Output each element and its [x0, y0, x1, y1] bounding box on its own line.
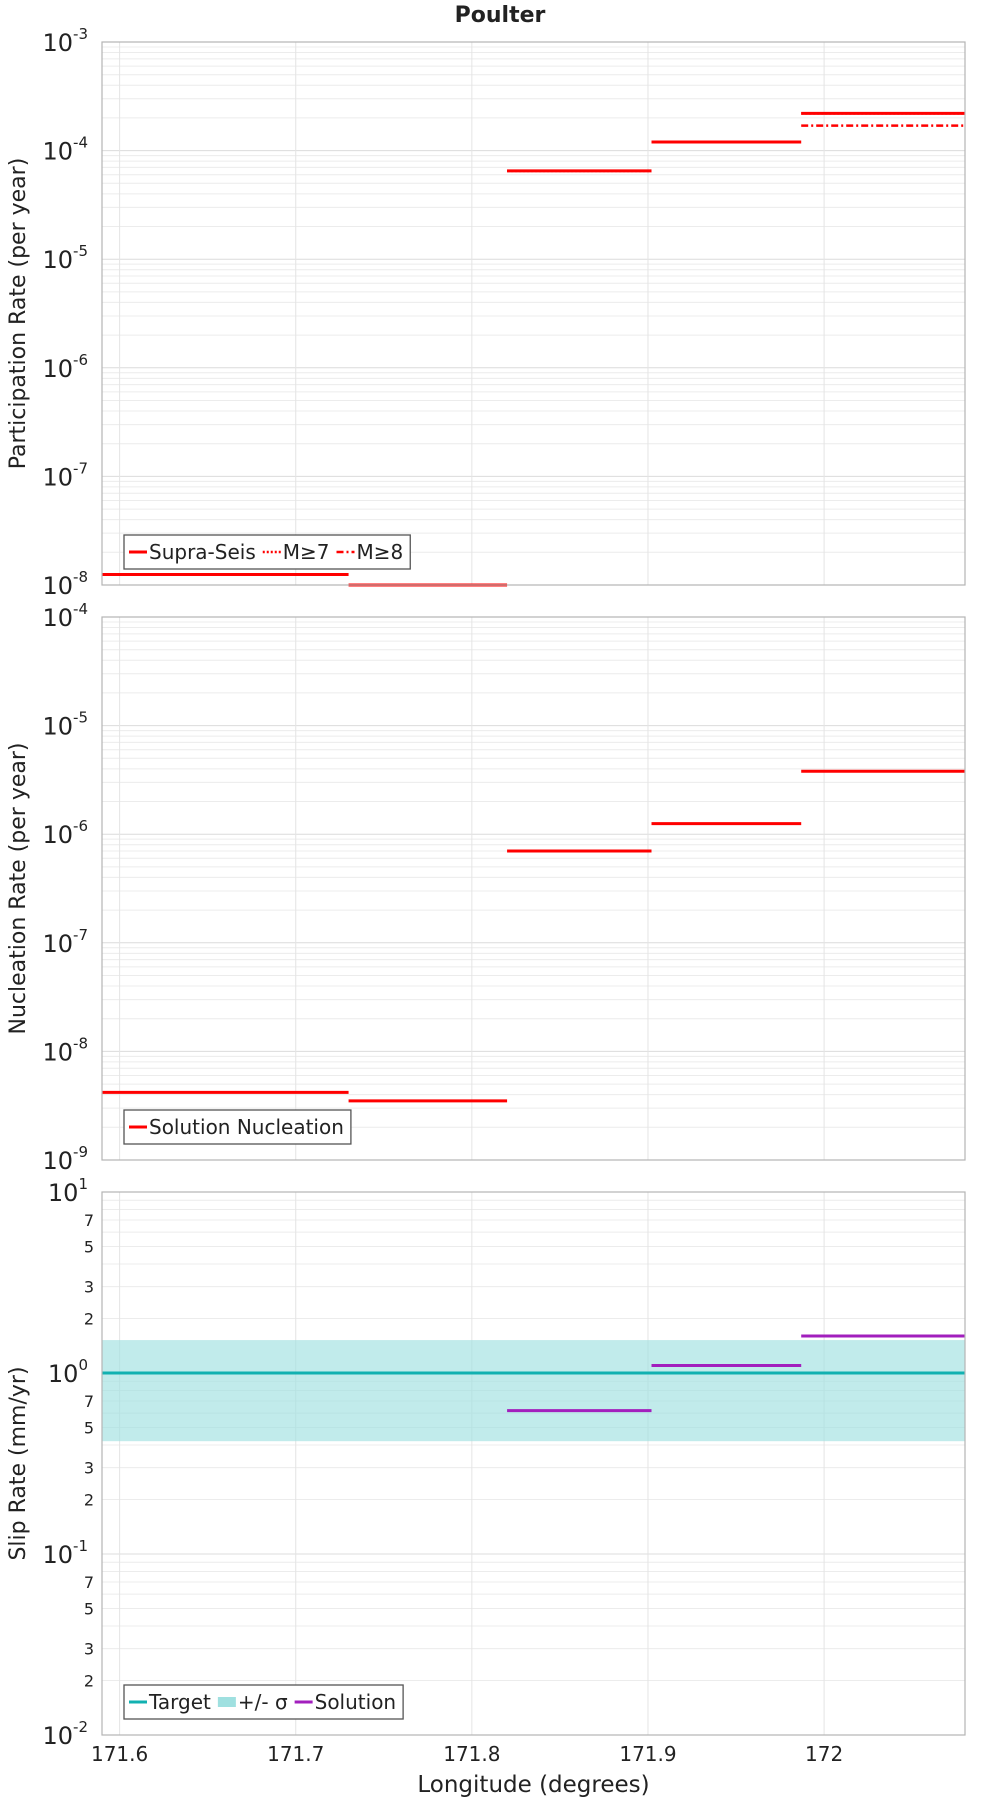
y-tick-label: 10-8: [42, 568, 88, 600]
panel-slip: 10-2 10-1 100 101 2 3 5 7 2 3 5 7 2 3 5 7 Slip Rate (mm/…: [6, 1175, 966, 1750]
y-tick-label: 10-6: [42, 817, 88, 849]
y-tick-label: 10-6: [42, 351, 88, 383]
y-tick-label: 10-8: [42, 1034, 88, 1066]
plot-area: [102, 42, 965, 585]
y-minor-tick-label: 7: [84, 1211, 94, 1230]
plot-frame: [101, 1191, 966, 1736]
panel-nucleation: 10-9 10-8 10-7 10-6 10-5 10-4 Nucleation Rate …: [6, 600, 966, 1175]
y-tick-label: 10-4: [42, 134, 88, 166]
y-tick-label: 101: [48, 1175, 88, 1207]
y-tick-label: 10-9: [42, 1143, 88, 1175]
y-tick-label: 10-5: [42, 709, 88, 741]
y-minor-tick-label: 3: [84, 1640, 94, 1659]
x-tick-label: 171.6: [91, 1742, 148, 1766]
y-minor-tick-label: 3: [84, 1278, 94, 1297]
panel-participation: 10-8 10-7 10-6 10-5 10-4 10-3 Participation Ra…: [6, 25, 966, 600]
y-minor-tick-label: 3: [84, 1459, 94, 1478]
y-minor-tick-label: 5: [84, 1237, 94, 1256]
plot-area: [102, 617, 965, 1160]
legend-entry: Target: [148, 1690, 211, 1714]
y-tick-label: 10-5: [42, 242, 88, 274]
sigma-band: [102, 1340, 965, 1442]
y-minor-tick-label: 2: [84, 1310, 94, 1329]
y-minor-tick-label: 2: [84, 1491, 94, 1510]
chart-title: Poulter: [455, 3, 546, 28]
y-tick-label: 10-3: [42, 25, 88, 57]
legend-entry: M≥8: [357, 540, 404, 564]
legend-entry: +/- σ: [238, 1690, 288, 1714]
y-minor-tick-label: 5: [84, 1599, 94, 1618]
y-minor-tick-label: 7: [84, 1573, 94, 1592]
y-axis-label: Nucleation Rate (per year): [6, 743, 31, 1035]
legend-box: [123, 1109, 352, 1145]
y-tick-label: 100: [48, 1356, 88, 1388]
legend: Supra-Seis M≥7 M≥8: [123, 534, 411, 570]
legend-entry: Solution Nucleation: [149, 1115, 344, 1139]
plot-frame: [101, 616, 966, 1161]
y-minor-tick-label: 7: [84, 1392, 94, 1411]
y-tick-label: 10-7: [42, 926, 88, 958]
legend-entry: Solution: [315, 1690, 396, 1714]
legend-box: [123, 1684, 404, 1720]
y-minor-tick-label: 2: [84, 1672, 94, 1691]
x-tick-label: 172: [805, 1742, 843, 1766]
y-axis-label: Slip Rate (mm/yr): [6, 1366, 31, 1560]
x-axis-label: Longitude (degrees): [417, 1772, 649, 1798]
legend-entry: Supra-Seis: [149, 540, 256, 564]
legend-entry: M≥7: [283, 540, 330, 564]
y-tick-label: 10-2: [42, 1718, 88, 1750]
x-tick-label: 171.9: [619, 1742, 676, 1766]
x-tick-label: 171.7: [267, 1742, 324, 1766]
legend: Solution Nucleation: [123, 1109, 352, 1145]
legend: Target +/- σ Solution: [123, 1684, 404, 1720]
plot-area: [102, 1192, 965, 1735]
x-tick-label: 171.8: [443, 1742, 500, 1766]
y-axis-label: Participation Rate (per year): [6, 158, 31, 470]
y-tick-label: 10-1: [42, 1537, 88, 1569]
y-minor-tick-label: 5: [84, 1418, 94, 1437]
y-tick-label: 10-7: [42, 459, 88, 491]
y-tick-label: 10-4: [42, 600, 88, 632]
plot-frame: [101, 41, 966, 586]
legend-swatch: [217, 1697, 236, 1707]
